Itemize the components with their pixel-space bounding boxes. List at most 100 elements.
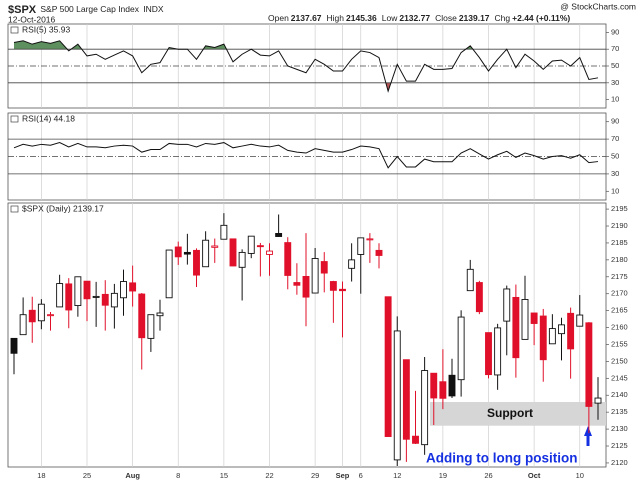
candle-body [165,249,173,299]
candle-body [120,281,127,299]
candle-body [247,235,255,254]
candle-body [19,314,27,336]
candle-body [393,330,401,461]
panel-icon [10,26,19,34]
quote-value: 2137.67 [291,13,322,23]
date: 12-Oct-2016 [8,14,56,24]
y-tick-label: 2190 [611,221,628,230]
candle-body [494,327,502,376]
quote-line: Open 2137.67 High 2145.36 Low 2132.77 Close 213… [268,13,570,23]
candle-body [421,370,429,446]
quote-value: 2132.77 [399,13,430,23]
candle-body [47,314,54,317]
x-tick-label: 29 [311,471,319,480]
candle-body [302,275,310,298]
quote-value: 2139.17 [459,13,490,23]
y-tick-label: 2185 [611,238,628,247]
header-title: $SPX S&P 500 Large Cap Index INDX [8,4,164,16]
x-tick-label: 6 [359,471,363,480]
candle-body [512,296,520,359]
candle-body [402,359,410,440]
y-tick-label: 2125 [611,441,628,450]
panel-icon [10,205,19,213]
y-tick-label: 90 [611,27,619,36]
x-tick-label: 8 [176,471,180,480]
candle-body [74,276,82,307]
candle-body [92,295,100,298]
candle-body [238,251,246,268]
candle-body [485,332,492,376]
annotation: Adding to long position [426,451,577,466]
candle-body [202,239,210,268]
quote-value: 2145.36 [346,13,377,23]
candle-body [539,315,547,361]
quote-label: Chg [495,13,511,23]
candle-body [567,312,575,350]
y-tick-label: 2170 [611,289,628,298]
x-tick-label: 18 [37,471,45,480]
x-tick-label: Sep [336,471,350,480]
candle-body [366,238,374,241]
candle-body [266,250,273,255]
y-tick-label: 2180 [611,255,628,264]
x-tick-label: 25 [83,471,91,480]
candle-body [28,309,36,323]
candle-body [320,261,328,274]
candle-body [129,282,137,292]
x-tick-label: 15 [220,471,228,480]
y-tick-label: 2135 [611,407,628,416]
y-tick-label: 30 [611,78,619,87]
candle-body [384,296,392,437]
candle-body [110,292,118,308]
y-tick-label: 2165 [611,306,628,315]
quote-label: Close [435,13,457,23]
candle-body [37,303,45,322]
candle-body [448,374,456,397]
source: @ StockCharts.com [560,1,636,11]
candle-body [275,233,283,237]
y-tick-label: 10 [611,186,619,195]
candle-body [594,397,602,404]
candle-body [375,249,383,256]
candle-body [83,280,91,300]
candle-body [439,381,447,399]
x-tick-label: 26 [484,471,492,480]
candle-body [293,282,301,286]
candle-body [183,251,191,255]
y-tick-label: 2150 [611,356,628,365]
x-tick-label: 10 [576,471,584,480]
candle-body [56,283,64,308]
candle-body [329,281,337,291]
quote-value: +2.44 (+0.11%) [512,13,570,23]
x-tick-label: Oct [528,471,541,480]
rsi-line [13,142,599,169]
candle-body [430,372,438,399]
candle-body [357,237,365,255]
annotation-arrow [584,426,592,446]
symbol: $SPX [8,4,37,16]
y-tick-label: 2140 [611,390,628,399]
y-tick-label: 2175 [611,272,628,281]
y-tick-label: 90 [611,117,619,126]
candle-body [156,312,164,317]
candle-body [585,322,593,407]
candle-body [220,224,228,240]
candle-body [412,435,419,444]
y-tick-label: 50 [611,151,619,160]
x-tick-label: Aug [125,471,140,480]
candle-body [466,268,474,292]
exchange: INDX [143,4,164,14]
candle-body [503,288,511,322]
candle-body [530,312,538,324]
y-tick-label: 2160 [611,323,628,332]
candle-body [229,238,237,267]
panel-title: $SPX (Daily) 2139.17 [22,203,104,213]
support-zone [430,402,606,426]
candle-body [348,259,356,269]
candle-body [548,328,556,345]
candle-body [193,249,200,276]
candle-body [521,299,529,340]
index-name: S&P 500 Large Cap Index [40,4,139,14]
